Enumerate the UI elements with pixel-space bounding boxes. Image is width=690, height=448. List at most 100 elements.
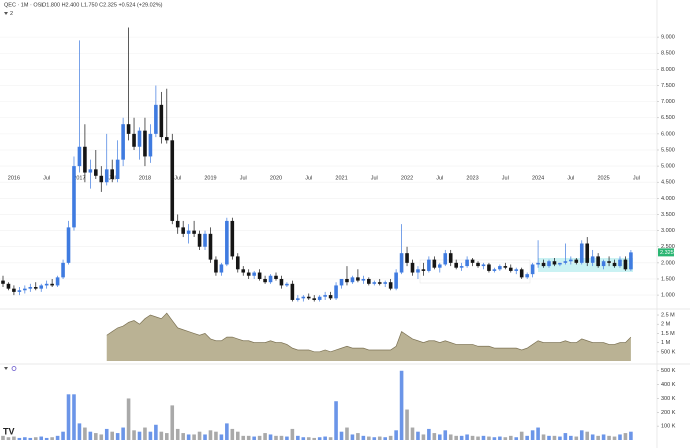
volume-bar [558,436,562,440]
volume-bar [498,436,502,440]
volume-bar [246,435,251,440]
x-tick-label: 2020 [270,175,282,181]
candle-body [372,282,377,284]
volume-bar [290,428,295,440]
candle-body [596,256,600,267]
volume-bar [115,433,120,440]
collapse-icon[interactable] [4,367,8,370]
volume-bar [214,431,218,440]
last-price-box [658,248,674,257]
volume-bar [23,437,27,440]
x-tick-label: Jul [567,175,574,181]
settings-icon[interactable] [11,366,17,371]
candle-body [328,295,333,299]
candle-body [246,272,251,276]
y-tick-label: 7.000 [661,99,675,105]
candle-body [83,146,87,173]
candle-body [618,259,622,267]
candle-body [388,282,393,289]
candle-body [448,253,453,263]
candle-body [230,220,235,257]
volume-bar [481,435,486,440]
volume-bar [175,428,180,440]
volume-bar [83,427,87,440]
candle-body [301,296,306,299]
collapse-icon[interactable] [4,12,8,15]
volume-bar [225,423,229,440]
x-tick-label: Jul [43,175,50,181]
volume-bar [438,434,442,440]
y-tick-label: 100 K [661,424,676,430]
y-tick-label: 7.500 [661,83,675,89]
candle-body [306,296,311,299]
volume-bar [623,433,628,440]
candle-body [235,256,240,270]
volume-bar [470,435,475,440]
candle-body [394,272,398,289]
volume-bar [377,436,382,440]
x-tick-label: 2024 [532,175,544,181]
candle-body [405,253,409,263]
volume-bar [61,431,65,440]
x-tick-label: 2016 [8,175,20,181]
volume-bar [508,435,513,440]
candle-body [552,261,557,265]
candle-body [563,261,568,263]
volume-bar [547,435,551,440]
volume-bar [252,436,256,440]
candle-body [50,283,54,286]
candle-body [536,262,540,265]
candle-body [377,282,382,284]
y-tick-label: 8.000 [661,67,675,73]
y-tick-label: 1.500 [661,276,675,282]
candle-body [361,278,366,281]
volume-bar [268,434,273,440]
volume-bar [579,430,584,440]
candle-body [154,104,158,134]
volume-bar [421,434,426,440]
candle-body [290,283,295,300]
volume-bar [312,437,317,440]
volume-bar [405,409,409,440]
volume-bar [596,435,600,440]
candle-body [203,233,207,247]
candle-body [590,256,595,263]
indicator-count[interactable]: 2 [10,11,13,17]
volume-bar [110,431,114,440]
candle-body [503,266,508,268]
candle-body [159,104,164,138]
volume-bar [192,434,196,440]
candle-body [137,130,142,147]
y-tick-label: 2.500 [661,244,675,250]
volume-bar [612,436,617,440]
candle-body [6,283,11,289]
candle-body [623,259,628,270]
volume-bar [317,437,322,440]
volume-bar [28,437,33,440]
volume-bar [356,433,360,440]
candle-body [569,259,573,262]
candle-body [410,262,415,273]
volume-bar [585,431,590,440]
volume-bar [563,433,568,440]
volume-bar [72,394,76,440]
last-price-label: 2.325 [660,250,674,256]
volume-bar [432,433,437,440]
volume-bar [459,435,464,440]
volume-bar [323,436,327,440]
volume-bar [159,431,164,440]
candle-body [61,262,65,278]
volume-bar [241,435,246,440]
candle-body [110,169,114,180]
candle-body [470,259,475,263]
candle-body [356,277,360,281]
candle-body [257,272,262,279]
volume-bar [186,434,191,440]
x-tick-label: Jul [305,175,312,181]
candle-body [208,233,213,260]
chart-title: QEC · 1M · OSL [4,2,44,8]
candle-body [629,252,633,270]
candle-body [427,259,431,271]
